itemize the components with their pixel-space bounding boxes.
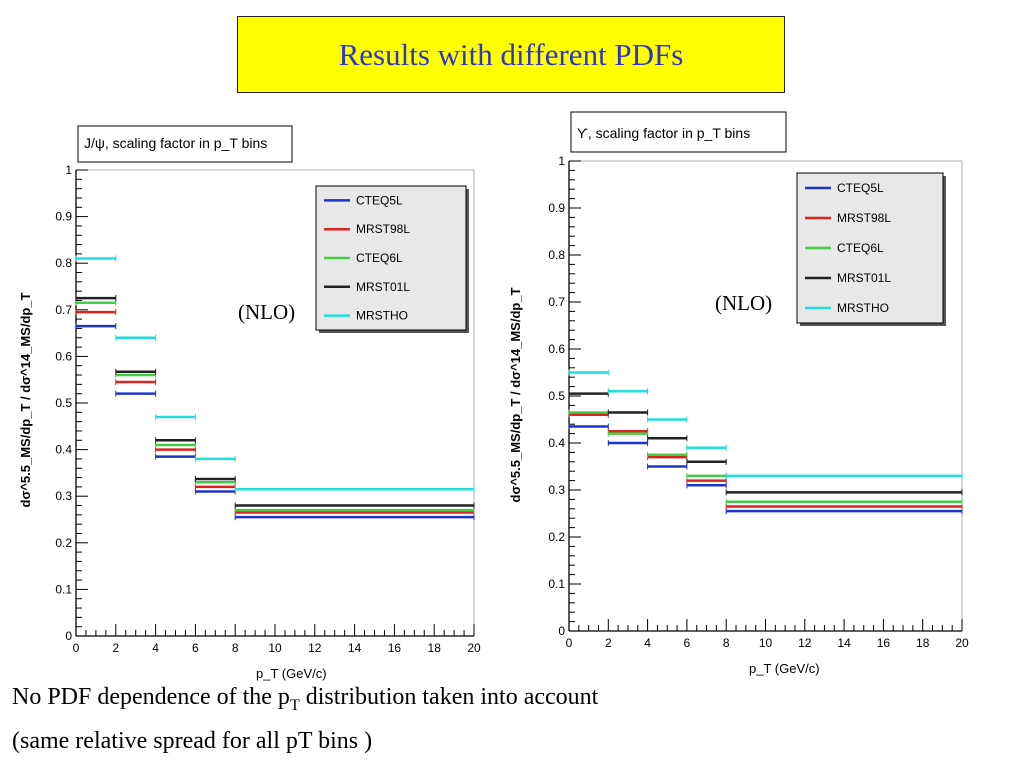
y-tick-label: 0.4 xyxy=(55,443,72,457)
y-tick-label: 0.6 xyxy=(548,342,565,356)
y-tick-label: 0.9 xyxy=(55,210,72,224)
x-tick-label: 0 xyxy=(566,636,573,650)
slide-title: Results with different PDFs xyxy=(338,36,684,72)
nlo-label-right: (NLO) xyxy=(715,291,773,315)
y-tick-label: 0 xyxy=(558,624,565,638)
legend-entry: CTEQ5L xyxy=(356,193,403,207)
legend-entry: CTEQ6L xyxy=(356,251,403,265)
x-tick-label: 2 xyxy=(605,636,612,650)
y-tick-label: 0.7 xyxy=(548,295,565,309)
x-tick-label: 16 xyxy=(877,636,891,650)
y-tick-label: 0.5 xyxy=(548,389,565,403)
footnote-line-1-post: distribution taken into account xyxy=(299,684,599,710)
x-tick-label: 8 xyxy=(232,641,239,655)
y-tick-label: 0.3 xyxy=(548,483,565,497)
y-tick-label: 0 xyxy=(65,629,72,643)
x-tick-label: 20 xyxy=(467,641,481,655)
x-tick-label: 10 xyxy=(268,641,282,655)
y-tick-label: 0.8 xyxy=(548,248,565,262)
footnote-line-1-pre: No PDF dependence of the p xyxy=(12,684,290,710)
x-tick-label: 12 xyxy=(308,641,322,655)
chart-1: 00.10.20.30.40.50.60.70.80.910 2 4 6 8 10 12 14… xyxy=(18,125,481,681)
x-tick-label: 0 xyxy=(73,641,80,655)
x-axis-label: p_T (GeV/c) xyxy=(749,661,820,676)
chart-title: ϒ, scaling factor in p_T bins xyxy=(577,125,750,141)
legend-entry: MRST01L xyxy=(837,271,891,285)
y-tick-label: 1 xyxy=(65,163,72,177)
x-tick-label: 8 xyxy=(723,636,730,650)
y-tick-label: 0.9 xyxy=(548,201,565,215)
y-tick-label: 0.8 xyxy=(55,256,72,270)
x-tick-label: 18 xyxy=(916,636,930,650)
x-tick-label: 20 xyxy=(955,636,969,650)
x-axis-label: p_T (GeV/c) xyxy=(256,666,327,681)
y-tick-label: 0.3 xyxy=(55,489,72,503)
footnote-line-1-sub: T xyxy=(289,696,300,714)
legend-entry: MRSTHO xyxy=(837,301,889,315)
chart-2: 00.10.20.30.40.50.60.70.80.910 2 4 6 8 10 12 14… xyxy=(508,111,969,676)
legend-entry: MRSTHO xyxy=(356,309,408,323)
y-tick-label: 1 xyxy=(558,154,565,168)
legend-entry: MRST98L xyxy=(837,211,891,225)
slide-title-box: Results with different PDFs xyxy=(237,16,785,93)
legend-entry: CTEQ5L xyxy=(837,181,884,195)
x-tick-label: 14 xyxy=(348,641,362,655)
y-tick-label: 0.4 xyxy=(548,436,565,450)
y-tick-label: 0.6 xyxy=(55,349,72,363)
x-tick-label: 10 xyxy=(759,636,773,650)
footnote-line-2: (same relative spread for all pT bins ) xyxy=(12,728,373,754)
y-tick-label: 0.5 xyxy=(55,396,72,410)
y-tick-label: 0.2 xyxy=(548,530,565,544)
x-tick-label: 18 xyxy=(428,641,442,655)
x-tick-label: 14 xyxy=(837,636,851,650)
legend-entry: MRST01L xyxy=(356,280,410,294)
chart-title-box xyxy=(570,111,787,153)
y-tick-label: 0.7 xyxy=(55,303,72,317)
legend-entry: MRST98L xyxy=(356,222,410,236)
x-tick-label: 4 xyxy=(152,641,159,655)
x-tick-label: 16 xyxy=(388,641,402,655)
footnote-line-1: No PDF dependence of the pT distribution… xyxy=(12,684,598,715)
legend-entry: CTEQ6L xyxy=(837,241,884,255)
chart-title: J/ψ, scaling factor in p_T bins xyxy=(84,135,267,151)
y-axis-label: dσ^5.5_MS/dp_T / dσ^14_MS/dp_T xyxy=(508,287,523,502)
y-tick-label: 0.1 xyxy=(548,577,565,591)
x-tick-label: 6 xyxy=(192,641,199,655)
nlo-label-left: (NLO) xyxy=(238,300,296,324)
x-tick-label: 12 xyxy=(798,636,812,650)
x-tick-label: 2 xyxy=(112,641,119,655)
y-tick-label: 0.1 xyxy=(55,582,72,596)
y-axis-label: dσ^5.5_MS/dp_T / dσ^14_MS/dp_T xyxy=(18,292,33,507)
chart-title-box xyxy=(77,125,293,163)
y-tick-label: 0.2 xyxy=(55,536,72,550)
x-tick-label: 4 xyxy=(644,636,651,650)
x-tick-label: 6 xyxy=(684,636,691,650)
